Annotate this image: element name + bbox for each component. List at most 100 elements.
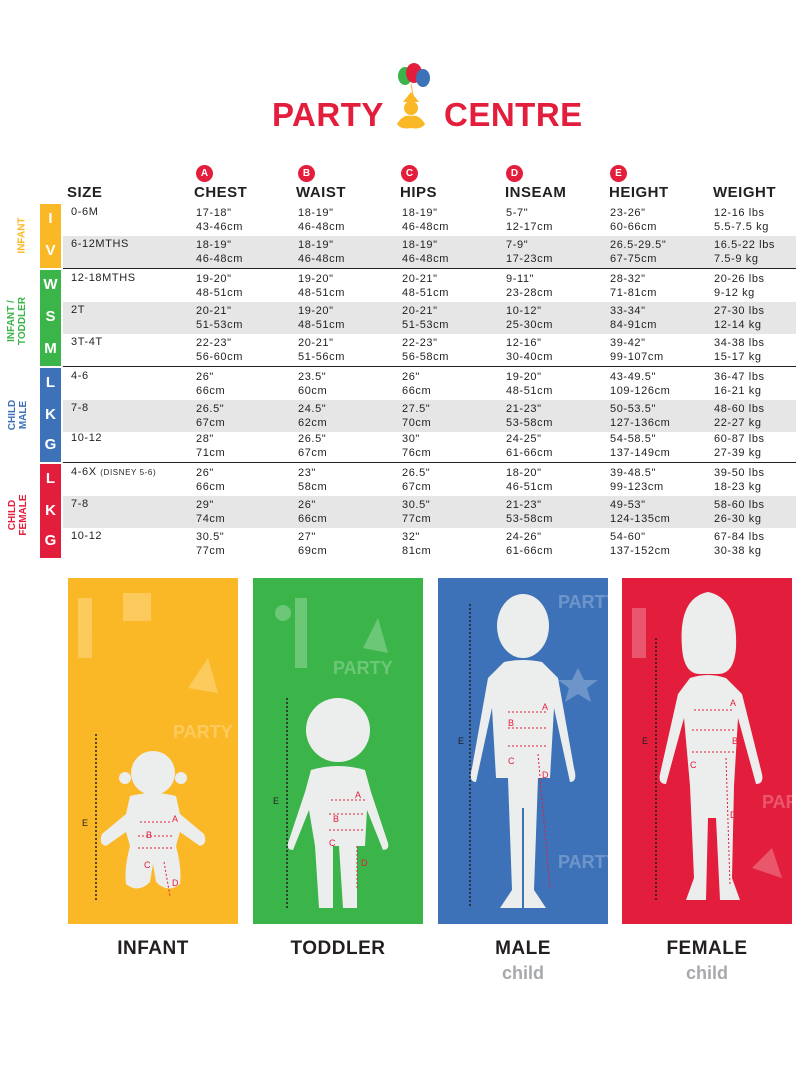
chest-cell: 30.5" 77cm bbox=[196, 531, 226, 557]
weight-cell: 12-16 lbs 5.5-7.5 kg bbox=[714, 207, 769, 233]
waist-cell: 19-20" 48-51cm bbox=[298, 305, 345, 331]
size-cell: 0-6M bbox=[71, 206, 99, 218]
chest-cell: 18-19" 46-48cm bbox=[196, 239, 243, 265]
measure-b: B bbox=[508, 718, 514, 728]
measure-a: A bbox=[730, 698, 736, 708]
inseam-cell: 9-11" 23-28cm bbox=[506, 273, 553, 299]
size-cell: 3T-4T bbox=[71, 336, 103, 348]
chest-cell: 26" 66cm bbox=[196, 371, 226, 397]
size-cell: 12-18MTHS bbox=[71, 272, 136, 284]
table-row bbox=[63, 302, 796, 334]
hips-cell: 30.5" 77cm bbox=[402, 499, 432, 525]
height-cell: 39-48.5" 99-123cm bbox=[610, 467, 664, 493]
waist-cell: 26.5" 67cm bbox=[298, 433, 328, 459]
measure-c: C bbox=[329, 838, 336, 848]
inseam-cell: 18-20" 46-51cm bbox=[506, 467, 553, 493]
strip-letter: M bbox=[44, 340, 57, 357]
header-waist: WAIST bbox=[296, 184, 346, 201]
height-cell: 28-32" 71-81cm bbox=[610, 273, 657, 299]
size-cell: 7-8 bbox=[71, 498, 89, 510]
chest-cell: 22-23" 56-60cm bbox=[196, 337, 243, 363]
strip-letter: G bbox=[44, 532, 57, 549]
inseam-cell: 10-12" 25-30cm bbox=[506, 305, 553, 331]
group-label-infant: INFANT bbox=[16, 217, 28, 254]
toddler-figure: PARTY A B C D E bbox=[273, 598, 393, 910]
group-label-child-female: CHILD FEMALE bbox=[7, 494, 29, 536]
strip-child-male: L K G bbox=[40, 368, 61, 462]
chest-cell: 19-20" 48-51cm bbox=[196, 273, 243, 299]
panel-title-female: FEMALE bbox=[666, 938, 748, 959]
header-weight: WEIGHT bbox=[713, 184, 776, 201]
waist-cell: 27" 69cm bbox=[298, 531, 328, 557]
size-cell: 10-12 bbox=[71, 530, 103, 542]
table-row bbox=[63, 334, 796, 367]
waist-cell: 20-21" 51-56cm bbox=[298, 337, 345, 363]
measure-b: B bbox=[146, 830, 152, 840]
waist-cell: 24.5" 62cm bbox=[298, 403, 328, 429]
chest-cell: 28" 71cm bbox=[196, 433, 226, 459]
inseam-cell: 24-26" 61-66cm bbox=[506, 531, 553, 557]
strip-toddler: W S M bbox=[40, 270, 61, 366]
weight-cell: 27-30 lbs 12-14 kg bbox=[714, 305, 765, 331]
weight-cell: 20-26 lbs 9-12 kg bbox=[714, 273, 765, 299]
measure-a: A bbox=[172, 814, 178, 824]
waist-cell: 18-19" 46-48cm bbox=[298, 207, 345, 233]
measure-d: D bbox=[172, 878, 179, 888]
group-label-infant-toddler: INFANT / TODDLER bbox=[6, 296, 28, 346]
panel-title-male: MALE bbox=[495, 938, 551, 959]
table-row bbox=[63, 236, 796, 269]
strip-child-female: L K G bbox=[40, 464, 61, 558]
height-cell: 50-53.5" 127-136cm bbox=[610, 403, 671, 429]
inseam-cell: 5-7" 12-17cm bbox=[506, 207, 553, 233]
measure-c: C bbox=[508, 756, 515, 766]
strip-letter: K bbox=[45, 406, 56, 423]
hips-cell: 30" 76cm bbox=[402, 433, 432, 459]
strip-letter: L bbox=[45, 374, 56, 391]
weight-cell: 34-38 lbs 15-17 kg bbox=[714, 337, 765, 363]
strip-infant: I V bbox=[40, 204, 61, 268]
panel-title-toddler: TODDLER bbox=[290, 938, 386, 959]
panel-subtitle-male: child bbox=[501, 963, 544, 983]
measure-c: C bbox=[144, 860, 151, 870]
height-cell: 33-34" 84-91cm bbox=[610, 305, 657, 331]
measure-e: E bbox=[458, 736, 464, 746]
weight-cell: 36-47 lbs 16-21 kg bbox=[714, 371, 765, 397]
hips-cell: 26.5" 67cm bbox=[402, 467, 432, 493]
header-inseam: INSEAM bbox=[505, 184, 567, 201]
measure-c: C bbox=[690, 760, 697, 770]
brand-name-right: CENTRE bbox=[444, 96, 583, 133]
strip-letter: G bbox=[44, 436, 57, 453]
height-cell: 54-60" 137-152cm bbox=[610, 531, 671, 557]
measure-a: A bbox=[355, 790, 361, 800]
hips-cell: 18-19" 46-48cm bbox=[402, 239, 449, 265]
measure-e: E bbox=[273, 796, 279, 806]
panel-title-infant: INFANT bbox=[117, 938, 189, 959]
inseam-cell: 7-9" 17-23cm bbox=[506, 239, 553, 265]
hips-cell: 18-19" 46-48cm bbox=[402, 207, 449, 233]
strip-letter: L bbox=[45, 470, 56, 487]
weight-cell: 58-60 lbs 26-30 kg bbox=[714, 499, 765, 525]
hips-cell: 27.5" 70cm bbox=[402, 403, 432, 429]
male-figure: PARTY PARTY A B C D E bbox=[458, 592, 608, 908]
measure-d: D bbox=[730, 810, 737, 820]
chest-cell: 20-21" 51-53cm bbox=[196, 305, 243, 331]
measure-e: E bbox=[642, 736, 648, 746]
female-figure: PARTY A B C D E bbox=[632, 592, 792, 902]
inseam-cell: 21-23" 53-58cm bbox=[506, 499, 553, 525]
hips-cell: 20-21" 51-53cm bbox=[402, 305, 449, 331]
height-cell: 23-26" 60-66cm bbox=[610, 207, 657, 233]
hips-cell: 26" 66cm bbox=[402, 371, 432, 397]
strip-letter: S bbox=[45, 308, 56, 325]
badge-c: C bbox=[401, 165, 418, 182]
height-cell: 43-49.5" 109-126cm bbox=[610, 371, 671, 397]
panel-child-female: PARTY A B C D E bbox=[622, 578, 792, 924]
height-cell: 39-42" 99-107cm bbox=[610, 337, 664, 363]
weight-cell: 16.5-22 lbs 7.5-9 kg bbox=[714, 239, 776, 265]
measure-d: D bbox=[542, 770, 549, 780]
inseam-cell: 12-16" 30-40cm bbox=[506, 337, 553, 363]
hips-cell: 20-21" 48-51cm bbox=[402, 273, 449, 299]
size-cell: 4-6X (DISNEY 5-6) bbox=[71, 466, 157, 478]
watermark-text: PARTY bbox=[762, 792, 792, 812]
header-size: SIZE bbox=[67, 184, 103, 201]
size-cell: 10-12 bbox=[71, 432, 103, 444]
